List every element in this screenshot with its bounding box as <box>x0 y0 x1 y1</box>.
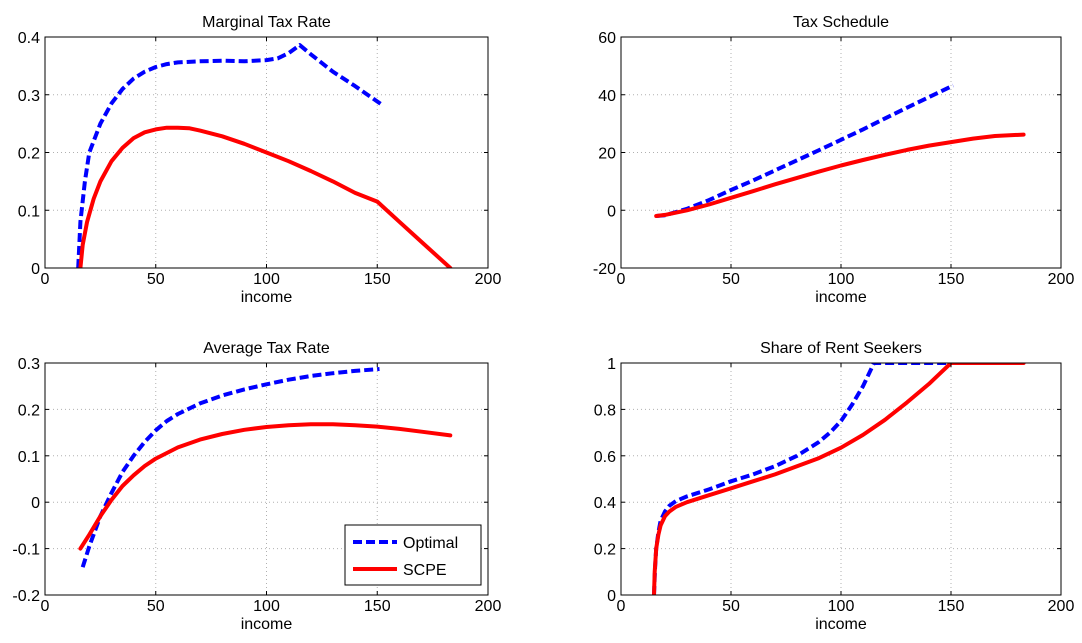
y-tick-label: 0.2 <box>18 146 40 163</box>
legend-box <box>344 524 482 586</box>
x-tick-label: 150 <box>364 271 391 288</box>
y-tick-label: 0 <box>607 203 616 220</box>
x-tick-label: 0 <box>41 598 50 615</box>
x-tick-label: 0 <box>41 271 50 288</box>
x-axis-label: income <box>815 616 867 633</box>
chart-title: Share of Rent Seekers <box>760 340 922 357</box>
y-tick-label: 0.1 <box>18 449 40 466</box>
chart-panel-4: 0 50 100 150 200 0 0.2 0.4 0.6 0.8 1 Share of Rent … <box>594 340 1075 633</box>
chart-panel-1: 0 50 100 150 200 0 0.1 0.2 0.3 0.4 Marginal Tax Ra… <box>18 14 502 306</box>
y-tick-label: 0 <box>607 588 616 605</box>
y-tick-label: 0.1 <box>18 203 40 220</box>
chart-panel-3: 0 50 100 150 200 -0.2 -0.1 0 0.1 0.2 0.3 Average Ta… <box>12 340 501 633</box>
legend-label-optimal: Optimal <box>403 535 458 552</box>
y-tick-label: 0 <box>31 261 40 278</box>
x-tick-label: 0 <box>617 271 626 288</box>
x-tick-label: 150 <box>364 598 391 615</box>
x-tick-label: 0 <box>617 598 626 615</box>
x-tick-label: 50 <box>147 598 165 615</box>
series-line-optimal <box>76 43 383 268</box>
x-tick-label: 150 <box>938 598 965 615</box>
legend-label-scpe: SCPE <box>403 562 447 579</box>
y-tick-label: 0.2 <box>18 402 40 419</box>
series-line-scpe <box>78 422 453 551</box>
series-line-optimal <box>80 367 380 568</box>
series-line-scpe <box>654 132 1026 218</box>
x-tick-label: 50 <box>722 271 740 288</box>
series-line-optimal <box>656 83 955 218</box>
series-line-scpe <box>652 363 1026 595</box>
chart-title: Marginal Tax Rate <box>202 14 331 31</box>
x-axis-label: income <box>241 289 293 306</box>
x-tick-label: 50 <box>722 598 740 615</box>
x-tick-label: 200 <box>475 271 502 288</box>
x-tick-label: 100 <box>828 598 855 615</box>
y-tick-label: 0.3 <box>18 356 40 373</box>
y-tick-label: 0.4 <box>18 30 40 47</box>
chart-title: Tax Schedule <box>793 14 889 31</box>
legend: Optimal SCPE <box>344 524 482 586</box>
y-tick-label: 40 <box>598 88 616 105</box>
y-tick-label: 60 <box>598 30 616 47</box>
x-tick-label: 200 <box>1048 598 1075 615</box>
x-tick-label: 100 <box>253 598 280 615</box>
y-tick-label: 1 <box>607 356 616 373</box>
x-tick-label: 100 <box>828 271 855 288</box>
y-tick-label: 0.4 <box>594 495 616 512</box>
chart-title: Average Tax Rate <box>203 340 330 357</box>
x-axis-label: income <box>815 289 867 306</box>
y-tick-label: 0.8 <box>594 402 616 419</box>
x-tick-label: 200 <box>475 598 502 615</box>
x-tick-label: 50 <box>147 271 165 288</box>
y-tick-label: -20 <box>593 261 616 278</box>
x-tick-label: 200 <box>1048 271 1075 288</box>
x-tick-label: 100 <box>253 271 280 288</box>
y-tick-label: 0.2 <box>594 542 616 559</box>
x-axis-label: income <box>241 616 293 633</box>
series-line-scpe <box>78 125 453 268</box>
y-tick-label: 0 <box>31 495 40 512</box>
x-tick-label: 150 <box>938 271 965 288</box>
y-tick-label: -0.2 <box>12 588 40 605</box>
y-tick-label: -0.1 <box>12 542 40 559</box>
y-tick-label: 0.6 <box>594 449 616 466</box>
y-tick-label: 0.3 <box>18 88 40 105</box>
y-tick-label: 20 <box>598 146 616 163</box>
